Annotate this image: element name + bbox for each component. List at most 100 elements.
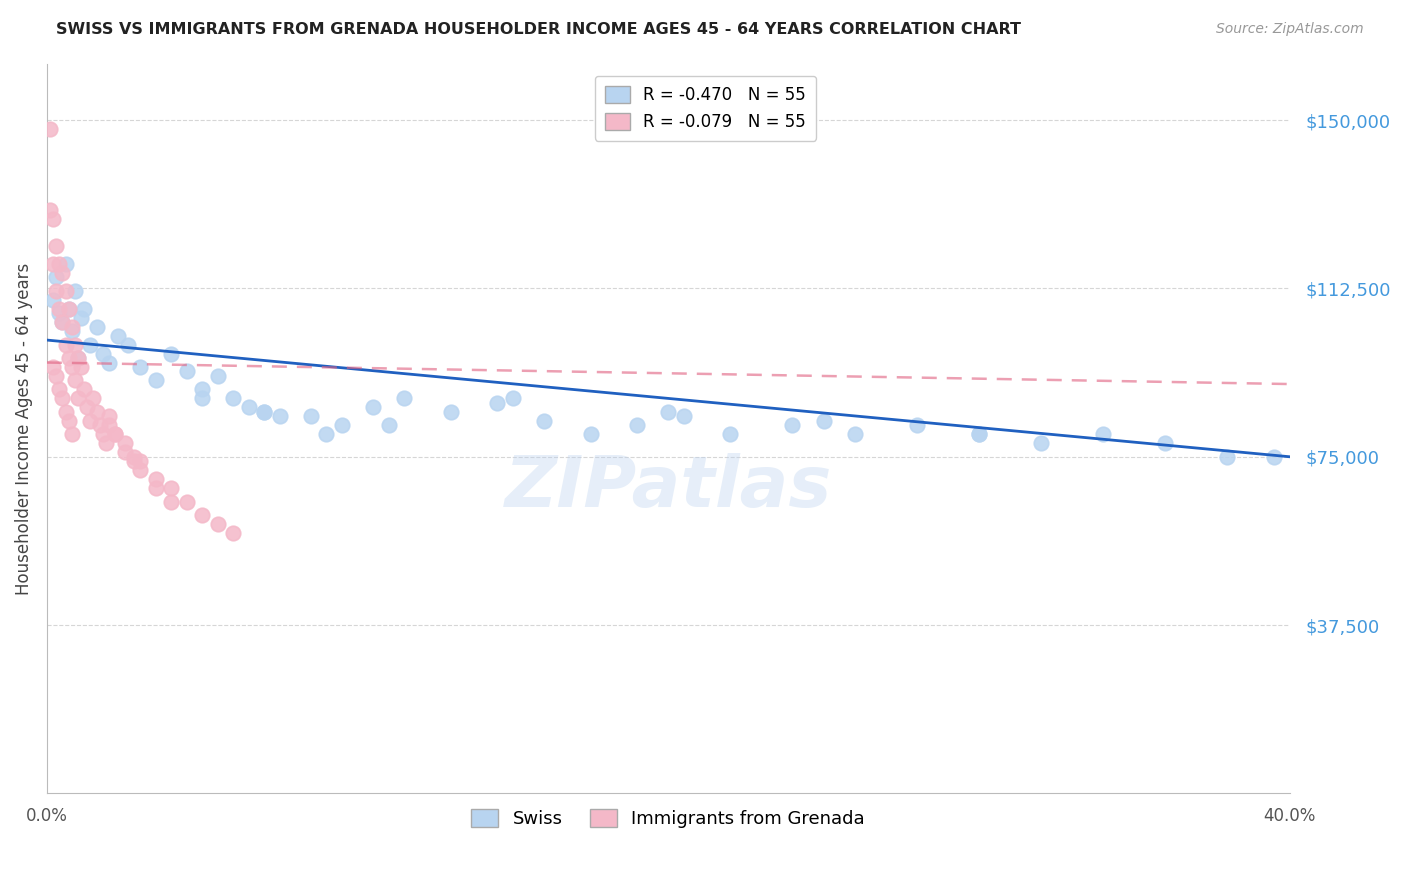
Point bbox=[122, 450, 145, 464]
Point bbox=[315, 427, 337, 442]
Point bbox=[207, 517, 229, 532]
Point bbox=[114, 436, 136, 450]
Point bbox=[63, 337, 86, 351]
Point bbox=[55, 405, 77, 419]
Point bbox=[94, 436, 117, 450]
Point bbox=[73, 383, 96, 397]
Point bbox=[89, 418, 111, 433]
Point bbox=[145, 472, 167, 486]
Point bbox=[98, 355, 121, 369]
Point bbox=[58, 414, 80, 428]
Point bbox=[392, 392, 415, 406]
Point bbox=[86, 319, 108, 334]
Point bbox=[70, 359, 93, 374]
Point bbox=[160, 494, 183, 508]
Point bbox=[486, 396, 509, 410]
Point bbox=[222, 392, 245, 406]
Point bbox=[91, 427, 114, 442]
Point bbox=[45, 270, 67, 285]
Point bbox=[114, 445, 136, 459]
Point bbox=[42, 293, 65, 307]
Point bbox=[60, 359, 83, 374]
Point bbox=[60, 427, 83, 442]
Point bbox=[207, 368, 229, 383]
Point bbox=[55, 337, 77, 351]
Point bbox=[63, 374, 86, 388]
Legend: Swiss, Immigrants from Grenada: Swiss, Immigrants from Grenada bbox=[464, 802, 872, 836]
Point bbox=[502, 392, 524, 406]
Point bbox=[330, 418, 353, 433]
Point bbox=[66, 351, 89, 365]
Point bbox=[51, 266, 73, 280]
Point bbox=[813, 414, 835, 428]
Point bbox=[122, 454, 145, 468]
Point bbox=[377, 418, 399, 433]
Point bbox=[63, 284, 86, 298]
Point bbox=[657, 405, 679, 419]
Point bbox=[844, 427, 866, 442]
Point bbox=[39, 122, 62, 136]
Point bbox=[782, 418, 804, 433]
Point bbox=[191, 392, 214, 406]
Point bbox=[145, 481, 167, 495]
Point bbox=[48, 306, 70, 320]
Point bbox=[79, 337, 101, 351]
Point bbox=[45, 368, 67, 383]
Point bbox=[48, 301, 70, 316]
Point bbox=[70, 310, 93, 325]
Point bbox=[48, 257, 70, 271]
Point bbox=[1092, 427, 1115, 442]
Point bbox=[117, 337, 139, 351]
Point bbox=[42, 257, 65, 271]
Point bbox=[76, 401, 98, 415]
Point bbox=[129, 454, 152, 468]
Point bbox=[145, 374, 167, 388]
Text: SWISS VS IMMIGRANTS FROM GRENADA HOUSEHOLDER INCOME AGES 45 - 64 YEARS CORRELATI: SWISS VS IMMIGRANTS FROM GRENADA HOUSEHO… bbox=[56, 22, 1021, 37]
Point bbox=[626, 418, 648, 433]
Point bbox=[440, 405, 463, 419]
Point bbox=[45, 239, 67, 253]
Point bbox=[1263, 450, 1285, 464]
Point bbox=[104, 427, 127, 442]
Point bbox=[222, 526, 245, 541]
Point bbox=[60, 319, 83, 334]
Point bbox=[58, 301, 80, 316]
Point bbox=[66, 351, 89, 365]
Point bbox=[160, 481, 183, 495]
Point bbox=[42, 359, 65, 374]
Point bbox=[42, 211, 65, 226]
Point bbox=[253, 405, 276, 419]
Point bbox=[672, 409, 695, 424]
Point bbox=[1029, 436, 1052, 450]
Point bbox=[160, 346, 183, 360]
Point bbox=[55, 284, 77, 298]
Point bbox=[905, 418, 928, 433]
Point bbox=[361, 401, 384, 415]
Point bbox=[86, 405, 108, 419]
Point bbox=[51, 315, 73, 329]
Point bbox=[39, 202, 62, 217]
Point bbox=[191, 508, 214, 522]
Point bbox=[82, 392, 104, 406]
Point bbox=[98, 409, 121, 424]
Point bbox=[51, 392, 73, 406]
Point bbox=[579, 427, 602, 442]
Point bbox=[269, 409, 291, 424]
Point bbox=[66, 392, 89, 406]
Point bbox=[91, 346, 114, 360]
Point bbox=[718, 427, 741, 442]
Text: ZIPatlas: ZIPatlas bbox=[505, 452, 832, 522]
Point bbox=[98, 418, 121, 433]
Point bbox=[58, 301, 80, 316]
Point bbox=[1216, 450, 1239, 464]
Point bbox=[299, 409, 322, 424]
Point bbox=[1154, 436, 1177, 450]
Point bbox=[129, 463, 152, 477]
Point bbox=[238, 401, 260, 415]
Point bbox=[45, 284, 67, 298]
Point bbox=[176, 494, 198, 508]
Point bbox=[51, 315, 73, 329]
Point bbox=[533, 414, 555, 428]
Y-axis label: Householder Income Ages 45 - 64 years: Householder Income Ages 45 - 64 years bbox=[15, 262, 32, 595]
Point bbox=[107, 328, 129, 343]
